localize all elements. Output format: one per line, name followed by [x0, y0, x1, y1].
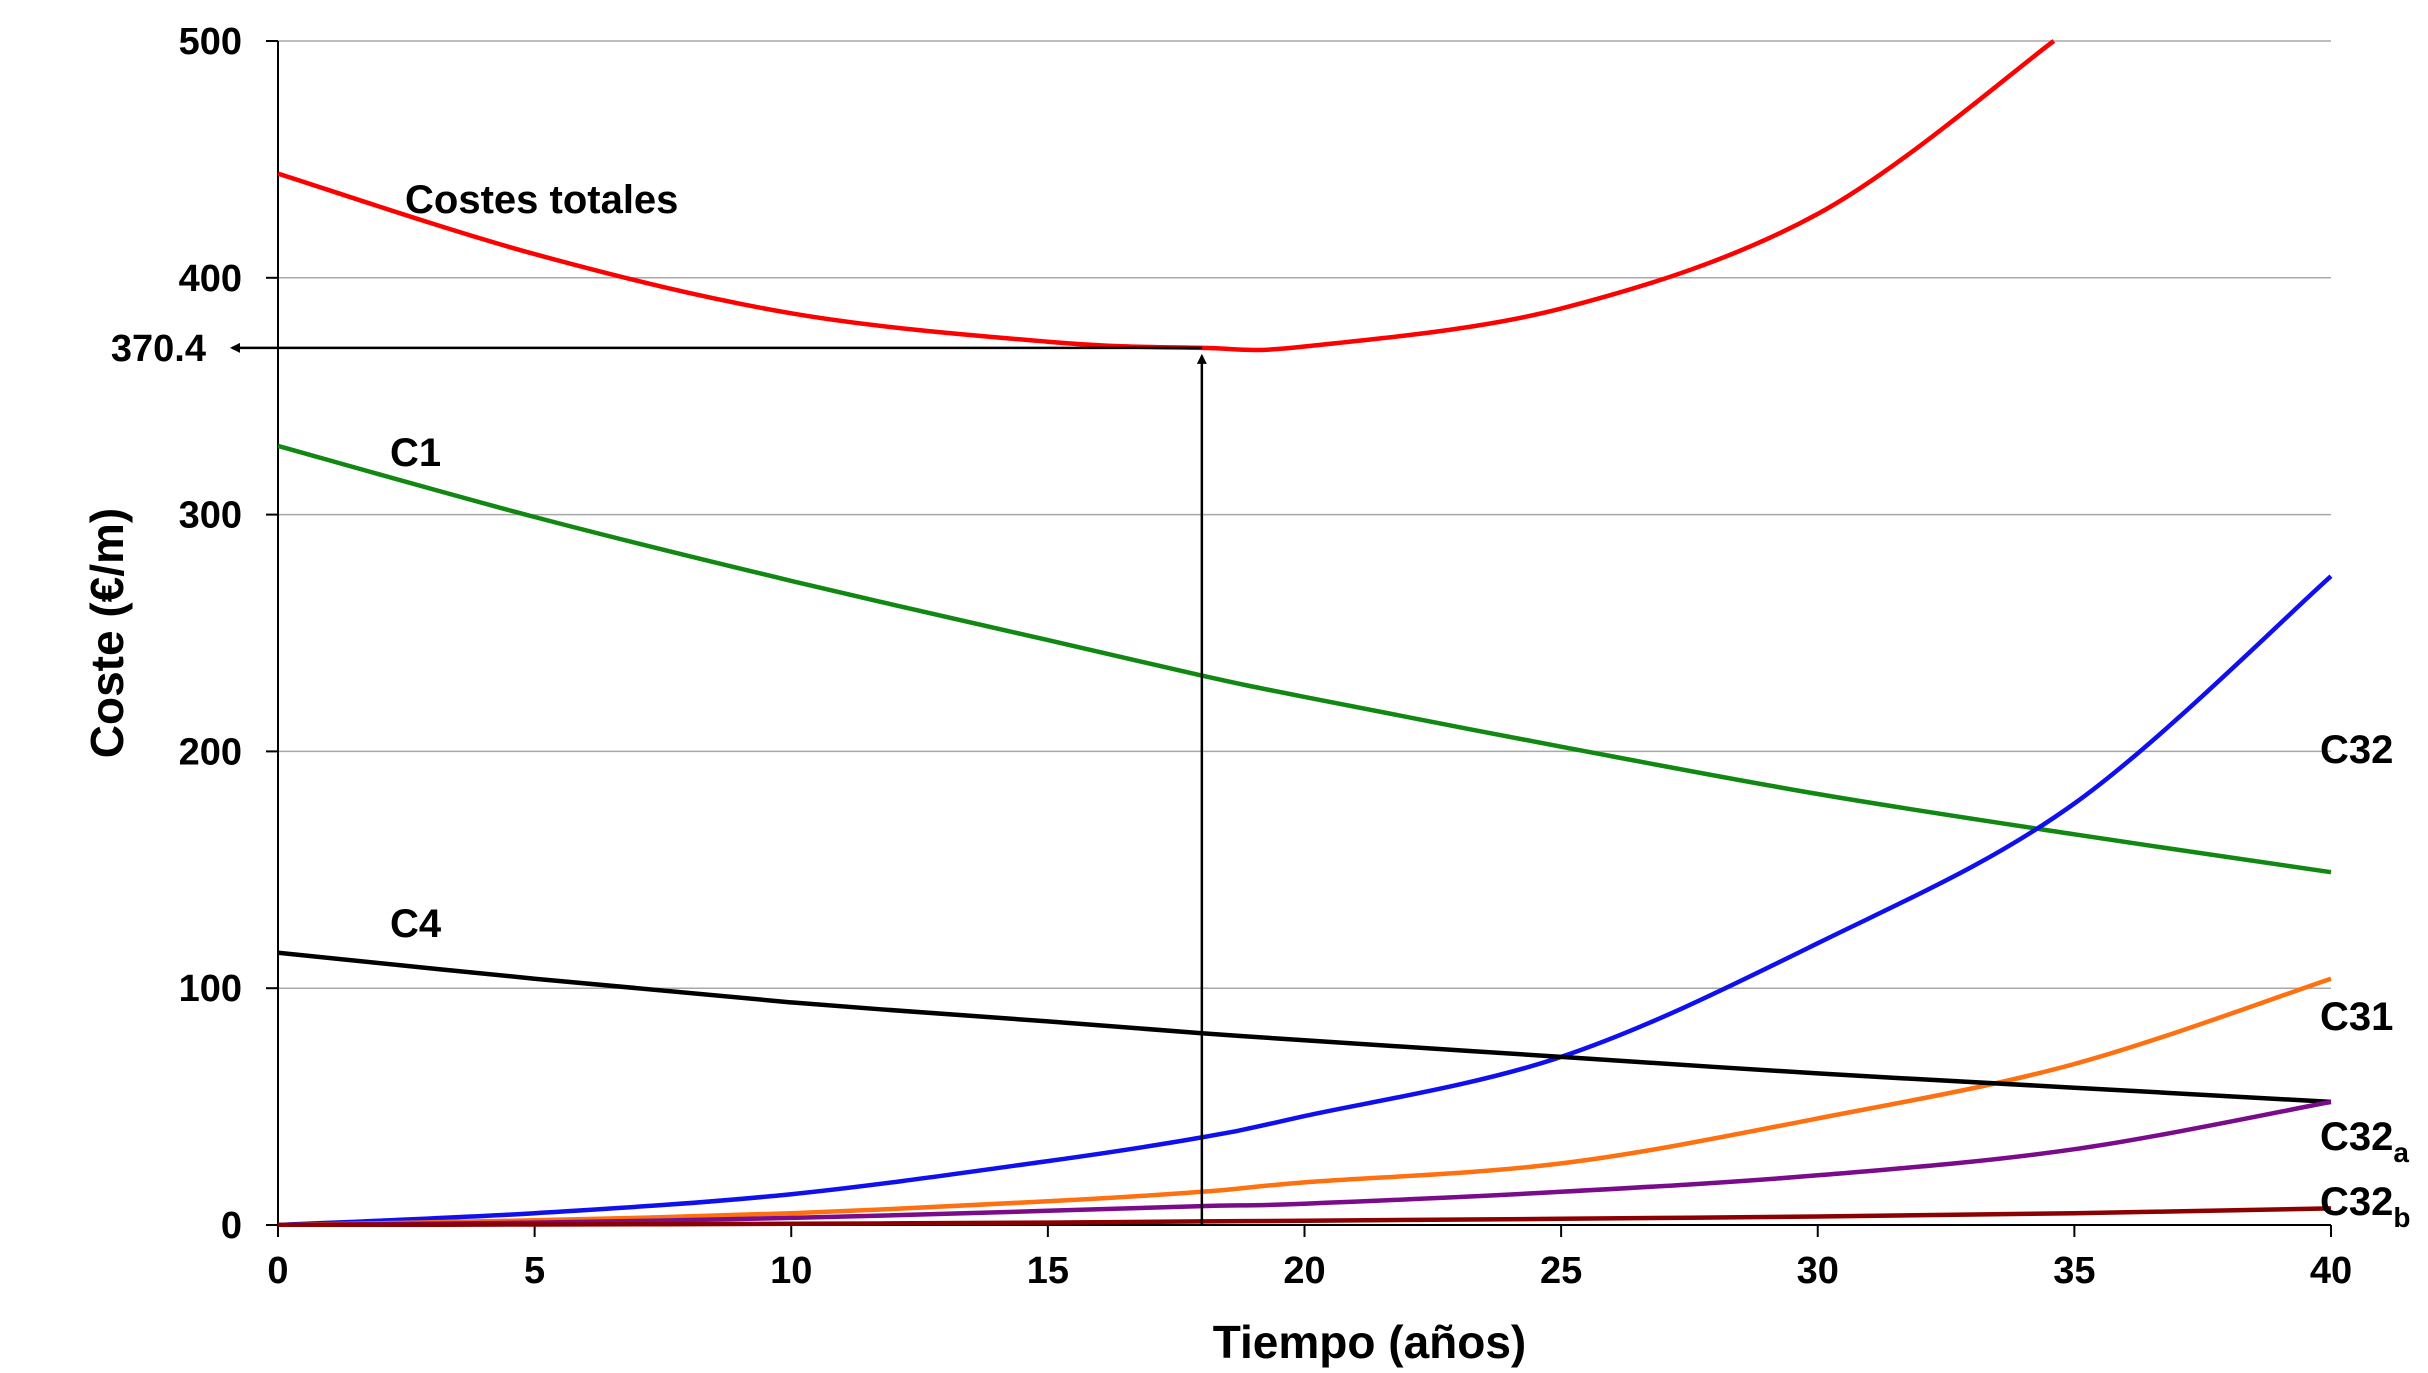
- x-tick-label: 40: [2310, 1250, 2352, 1292]
- y-tick-label: 100: [179, 968, 242, 1010]
- x-tick-label: 15: [1027, 1250, 1069, 1292]
- series-line-c32: [278, 574, 2333, 1227]
- y-tick-label: 400: [179, 258, 242, 300]
- series-label-costes-totales: Costes totales: [405, 178, 678, 222]
- annotation-label: 370.4: [111, 328, 206, 370]
- series-label-c32b: C32b: [2320, 1180, 2411, 1233]
- y-tick-label: 0: [221, 1205, 242, 1247]
- series-label-c31: C31: [2320, 995, 2393, 1039]
- series-line-c32b: [278, 1206, 2332, 1227]
- series-line-c1: [278, 443, 2332, 875]
- annotations: [230, 342, 1207, 1225]
- x-tick-label: 30: [1797, 1250, 1839, 1292]
- x-tick-label: 20: [1283, 1250, 1325, 1292]
- x-tick-label: 10: [770, 1250, 812, 1292]
- series-line-c4: [278, 950, 2332, 1105]
- x-axis-title: Tiempo (años): [1213, 1316, 1527, 1368]
- labels: 0 100 200 300 400 500 0 5 10 15 20 25 30 35 40 Tiempo (…: [81, 21, 2411, 1368]
- x-tick-label: 0: [267, 1250, 288, 1292]
- y-tick-label: 200: [179, 731, 242, 773]
- series-line-c31: [278, 976, 2332, 1227]
- y-tick-label: 500: [179, 21, 242, 63]
- y-axis-title: Coste (€/m): [81, 508, 133, 758]
- series-label-c32: C32: [2320, 728, 2393, 772]
- y-tick-label: 300: [179, 495, 242, 537]
- x-tick-label: 5: [524, 1250, 545, 1292]
- x-tick-label: 35: [2053, 1250, 2095, 1292]
- series-label-c4: C4: [390, 902, 442, 946]
- series-lines: [278, 39, 2333, 1227]
- x-tick-label: 25: [1540, 1250, 1582, 1292]
- series-line-c32a: [278, 1099, 2332, 1227]
- series-label-c32a: C32a: [2320, 1115, 2409, 1168]
- series-label-c1: C1: [390, 431, 441, 475]
